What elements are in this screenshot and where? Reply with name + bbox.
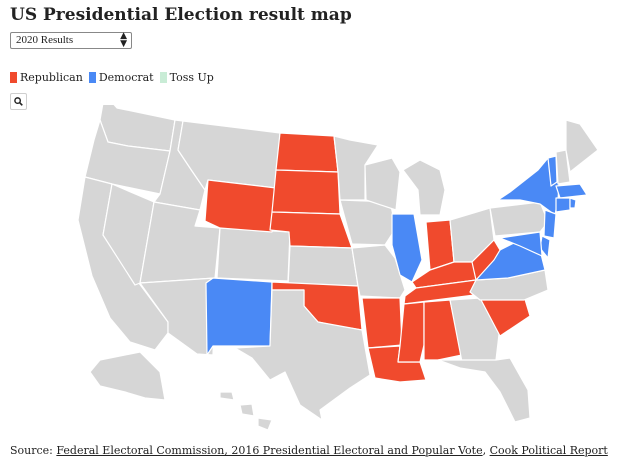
state-north-dakota[interactable] — [275, 132, 339, 173]
state-new-jersey[interactable] — [543, 209, 557, 239]
legend-item-republican[interactable]: Republican — [10, 71, 83, 84]
results-year-select[interactable]: 2020 Results ▲ ▼ — [10, 32, 132, 49]
legend-swatch-republican — [10, 72, 17, 83]
legend-label-toss-up: Toss Up — [169, 71, 214, 84]
legend-label-republican: Republican — [20, 71, 83, 84]
select-value: 2020 Results — [16, 34, 74, 46]
state-texas[interactable] — [234, 289, 371, 421]
state-indiana[interactable] — [425, 219, 455, 271]
state-maine[interactable] — [565, 119, 599, 173]
us-map — [77, 105, 599, 430]
source-prefix: Source: — [10, 444, 57, 457]
state-arkansas[interactable] — [361, 297, 403, 349]
state-south-dakota[interactable] — [271, 169, 341, 215]
legend-item-democrat[interactable]: Democrat — [88, 71, 154, 84]
legend-swatch-toss-up — [159, 72, 167, 83]
source-separator: , — [482, 444, 490, 457]
state-colorado[interactable] — [216, 227, 291, 282]
state-missouri[interactable] — [351, 244, 406, 299]
state-west-virginia[interactable] — [471, 239, 501, 281]
page-title: US Presidential Election result map — [10, 5, 352, 25]
source-line: Source: Federal Electoral Commission, 20… — [10, 444, 608, 457]
state-new-hampshire[interactable] — [555, 149, 571, 185]
select-arrows-icon: ▲ ▼ — [120, 31, 127, 49]
state-michigan[interactable] — [402, 159, 446, 216]
state-alaska[interactable] — [89, 351, 166, 401]
state-hawaii[interactable] — [219, 391, 273, 430]
legend-item-toss-up[interactable]: Toss Up — [159, 71, 214, 84]
search-button[interactable] — [10, 93, 27, 110]
state-kansas[interactable] — [287, 245, 359, 287]
state-pennsylvania[interactable] — [489, 201, 549, 237]
search-icon — [14, 97, 23, 106]
state-georgia[interactable] — [449, 297, 501, 363]
legend-swatch-democrat — [88, 72, 96, 83]
legend-label-democrat: Democrat — [98, 71, 154, 84]
state-nevada[interactable] — [102, 183, 155, 286]
state-wyoming[interactable] — [204, 179, 277, 233]
state-new-mexico[interactable] — [205, 277, 273, 356]
state-maryland[interactable] — [499, 231, 543, 257]
source-link-cook[interactable]: Cook Political Report — [489, 444, 608, 457]
state-vermont[interactable] — [547, 155, 558, 187]
source-link-fec[interactable]: Federal Electoral Commission, 2016 Presi… — [56, 444, 483, 457]
legend: Republican Democrat Toss Up — [10, 71, 214, 84]
state-rhode-island[interactable] — [569, 197, 577, 209]
state-connecticut[interactable] — [555, 197, 571, 213]
state-massachusetts[interactable] — [555, 183, 588, 199]
state-florida[interactable] — [437, 357, 531, 423]
state-mississippi[interactable] — [397, 301, 425, 363]
state-wisconsin[interactable] — [364, 157, 401, 211]
